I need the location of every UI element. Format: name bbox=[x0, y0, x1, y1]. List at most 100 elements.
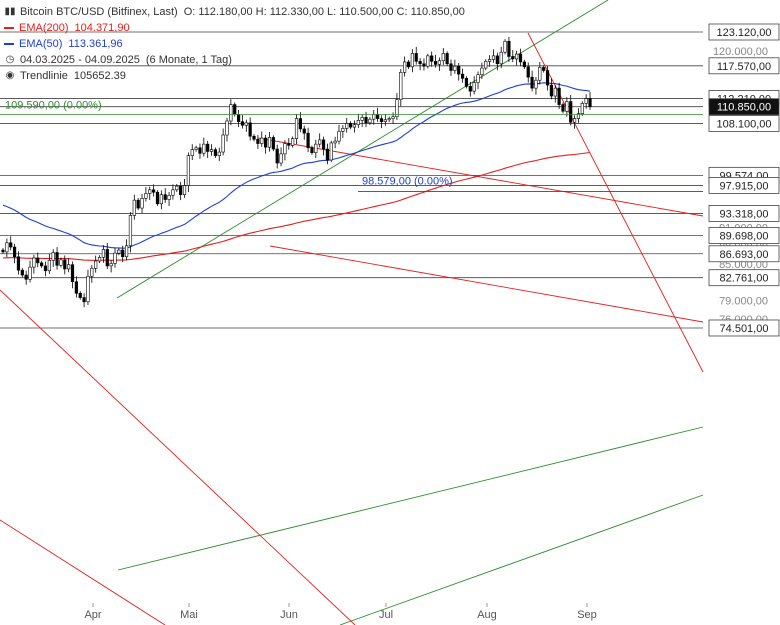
red-trend-line bbox=[257, 137, 704, 217]
candle-body bbox=[267, 137, 272, 148]
candle-body bbox=[441, 53, 445, 62]
candle-body bbox=[318, 139, 322, 145]
candle-body bbox=[186, 155, 190, 186]
candle-body bbox=[291, 138, 295, 146]
legend-header-row: ▮▮ Bitcoin BTC/USD (Bitfinex, Last) O: 1… bbox=[4, 4, 464, 20]
candle-body bbox=[426, 55, 430, 67]
legend-trendline-row: ◉ Trendlinie 105652.39 bbox=[4, 68, 465, 84]
green-channel-line bbox=[339, 494, 704, 625]
candle-body bbox=[132, 199, 136, 216]
candle-body bbox=[90, 268, 94, 277]
candle-body bbox=[337, 131, 341, 142]
candle-body bbox=[225, 120, 229, 136]
candle-body bbox=[549, 84, 554, 97]
legend-ema50-row: EMA(50) 113.361,96 bbox=[4, 36, 465, 52]
x-tick-label: Mai bbox=[180, 609, 198, 621]
ema50-label: EMA(50) bbox=[19, 38, 63, 50]
candle-body bbox=[414, 53, 418, 62]
x-tick-label: Sep bbox=[577, 609, 597, 621]
candle-body bbox=[569, 101, 573, 123]
candle-body bbox=[345, 123, 349, 129]
candle-body bbox=[584, 98, 588, 104]
candle-body bbox=[47, 260, 51, 272]
candle-body bbox=[476, 74, 480, 83]
candle-body bbox=[105, 249, 109, 267]
candle-body bbox=[491, 55, 496, 60]
candle-body bbox=[70, 264, 75, 283]
x-tick-label: Jul bbox=[379, 609, 393, 621]
candle-body bbox=[86, 275, 90, 303]
candle-body bbox=[399, 72, 403, 100]
candle-body bbox=[74, 281, 78, 294]
candle-body bbox=[352, 124, 357, 128]
candle-body bbox=[236, 114, 241, 122]
candle-body bbox=[16, 256, 21, 271]
candle-body bbox=[518, 53, 523, 63]
clock-icon: ◷ bbox=[5, 54, 15, 65]
candle-body bbox=[580, 103, 584, 115]
candle-body bbox=[248, 122, 252, 137]
price-level-box bbox=[708, 57, 780, 75]
candle-body bbox=[9, 242, 13, 248]
candle-body bbox=[159, 194, 163, 205]
candle-body bbox=[260, 137, 264, 144]
price-level-box bbox=[708, 319, 780, 337]
candle-body bbox=[12, 246, 17, 258]
candle-body bbox=[144, 193, 148, 199]
candle-body bbox=[379, 118, 384, 122]
candle-body bbox=[190, 149, 194, 157]
candle-body bbox=[43, 265, 48, 272]
price-level-label: 123.120,00 bbox=[716, 27, 771, 39]
ema50-swatch bbox=[4, 43, 14, 45]
candle-body bbox=[221, 134, 225, 153]
candle-body bbox=[302, 128, 306, 134]
candle-body bbox=[209, 149, 214, 152]
candle-body bbox=[364, 117, 368, 124]
candle-body bbox=[449, 63, 453, 71]
current-price-label: 110.850,00 bbox=[717, 102, 771, 114]
candle-body bbox=[576, 113, 581, 119]
price-level-label: 93.318,00 bbox=[720, 208, 769, 220]
price-level-label: 97.915,00 bbox=[720, 180, 769, 192]
y-tick-label: 120.000,00 bbox=[713, 46, 768, 58]
candle-body bbox=[217, 151, 221, 157]
instrument-name: Bitcoin BTC/USD (Bitfinex, Last) bbox=[20, 6, 178, 18]
candle-body bbox=[5, 242, 9, 253]
candle-body bbox=[410, 53, 414, 68]
x-tick-label: Jun bbox=[280, 609, 298, 621]
candle-body bbox=[515, 53, 519, 60]
candle-body bbox=[175, 185, 179, 191]
candle-body bbox=[403, 61, 407, 73]
candle-body bbox=[171, 189, 175, 196]
price-level-label: 117.570,00 bbox=[717, 61, 771, 73]
candle-body bbox=[51, 252, 55, 261]
candle-body bbox=[391, 116, 395, 119]
candle-body bbox=[325, 148, 330, 161]
candle-body bbox=[561, 104, 565, 112]
target-icon: ◉ bbox=[5, 70, 15, 81]
candle-body bbox=[545, 70, 550, 86]
red-trend-line bbox=[269, 245, 704, 323]
candle-body bbox=[430, 55, 434, 62]
candle-body bbox=[287, 143, 291, 146]
candle-body bbox=[433, 61, 438, 65]
candle-body bbox=[155, 191, 160, 205]
price-level-box bbox=[708, 115, 780, 132]
candle-body bbox=[329, 142, 333, 161]
candle-body bbox=[457, 65, 461, 75]
candle-body bbox=[484, 61, 488, 69]
candle-body bbox=[233, 104, 237, 115]
candle-body bbox=[511, 56, 515, 60]
candle-body bbox=[121, 249, 125, 258]
price-level-box bbox=[708, 269, 780, 287]
candle-body bbox=[163, 194, 167, 200]
trendline-value: 105652.39 bbox=[73, 70, 126, 82]
candle-body bbox=[376, 114, 380, 119]
candle-body bbox=[213, 149, 218, 157]
candle-body bbox=[383, 119, 387, 122]
ema50-line bbox=[2, 82, 591, 249]
x-tick-label: Apr bbox=[84, 609, 101, 621]
candle-body bbox=[182, 185, 187, 195]
candle-body bbox=[1, 249, 5, 253]
